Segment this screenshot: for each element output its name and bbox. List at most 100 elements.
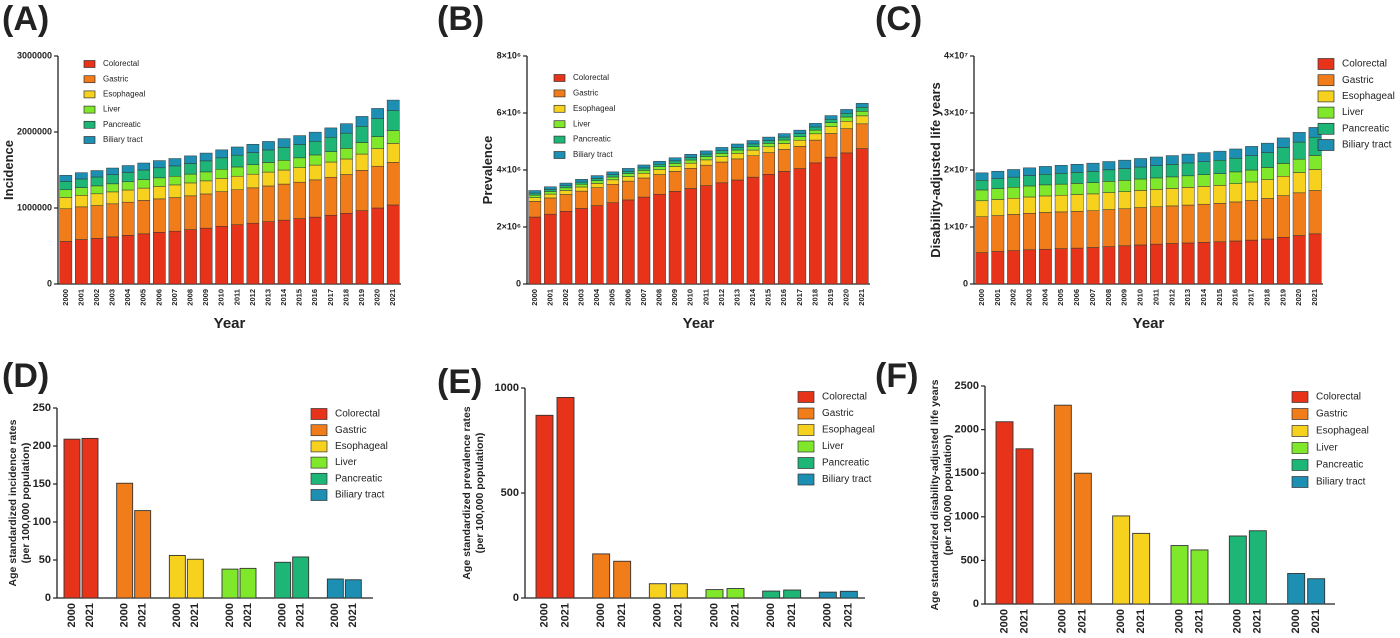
chart-f-bar: [1112, 515, 1131, 605]
chart-b-bar-segment: [544, 193, 557, 199]
chart-c-bar-segment: [975, 252, 989, 285]
chart-c-legend-label: Pancreatic: [1342, 123, 1389, 134]
chart-d-legend-label: Esophageal: [335, 441, 388, 452]
chart-a-bar-segment: [75, 206, 88, 240]
chart-a-x-tick-label: 2009: [201, 289, 210, 306]
chart-d-y-tick-label: 50: [39, 554, 51, 566]
chart-c-bar-segment: [1149, 243, 1163, 285]
chart-f-y-axis-title-line-2: (per 100,000 population): [942, 435, 954, 556]
chart-c-bar-segment: [1102, 181, 1116, 193]
chart-c-bar-segment: [1165, 188, 1179, 207]
chart-a-bar-segment: [246, 164, 260, 175]
chart-a-bar-segment: [199, 171, 213, 182]
chart-b-bar-segment: [559, 187, 573, 191]
chart-a-bar-segment: [215, 157, 229, 170]
chart-d-x-tick-label: 2021: [347, 603, 359, 627]
chart-b-bar-segment: [637, 167, 651, 171]
chart-b-bar-segment: [777, 171, 791, 285]
chart-b-bar-segment: [590, 178, 604, 181]
chart-d-legend-label: Pancreatic: [335, 473, 382, 484]
chart-c-y-axis-title: Disability-adjusted life years: [928, 82, 943, 258]
chart-b-bar-segment: [590, 175, 604, 179]
chart-c-legend-label: Esophageal: [1342, 91, 1395, 102]
chart-a-bar-segment: [340, 174, 353, 214]
chart-a-bar-segment: [355, 210, 369, 285]
chart-b-bar-segment: [777, 149, 791, 172]
chart-b-bar-segment: [590, 180, 604, 184]
chart-b-legend-label: Esophageal: [573, 104, 615, 113]
chart-c-bar-segment: [1165, 243, 1179, 285]
chart-b-bar-segment: [653, 163, 666, 167]
chart-a-bar-segment: [308, 179, 322, 218]
chart-c-bar-segment: [1261, 142, 1274, 153]
chart-b-bar-segment: [809, 139, 822, 164]
chart-a-bar-segment: [324, 136, 338, 152]
chart-c-bar-segment: [1007, 169, 1021, 178]
chart-b-bar-segment: [840, 121, 853, 129]
chart-b-bar-segment: [637, 170, 651, 174]
chart-a-bar-segment: [168, 175, 182, 186]
chart-e-x-tick-label: 2000: [708, 603, 720, 627]
chart-c-x-tick-label: 2012: [1167, 289, 1176, 306]
chart-a-bar-segment: [106, 236, 119, 285]
chart-a-bar-segment: [324, 214, 338, 285]
chart-c-bar-segment: [1038, 184, 1052, 197]
chart-f-legend-label: Pancreatic: [1316, 460, 1363, 471]
chart-e-x-tick-label: 2021: [729, 603, 741, 627]
chart-c-bar-segment: [1070, 183, 1084, 195]
chart-b-bar-segment: [544, 186, 557, 190]
chart-a-bar-segment: [137, 200, 151, 235]
chart-c-x-tick-label: 2006: [1072, 289, 1081, 306]
chart-c-x-tick-label: 2005: [1056, 289, 1065, 306]
chart-b-bar-segment: [559, 182, 573, 186]
chart-c-bar-segment: [1038, 195, 1052, 213]
chart-b-bar-segment: [809, 133, 822, 141]
chart-c-x-tick-label: 2008: [1104, 289, 1113, 306]
chart-b-y-tick-label: 0: [516, 278, 521, 288]
chart-a-bar-segment: [386, 110, 400, 131]
chart-c-bar-segment: [1213, 185, 1227, 204]
chart-c-bar-segment: [975, 180, 989, 191]
chart-b-bar-segment: [777, 133, 791, 138]
chart-f-x-tick-label: 2021: [1310, 609, 1322, 633]
chart-a-bar-segment: [230, 189, 244, 225]
chart-d-bar: [63, 438, 81, 599]
chart-a-bar-segment: [90, 205, 104, 239]
chart-d-y-tick-label: 150: [33, 478, 51, 490]
chart-b-x-tick-label: 2013: [732, 289, 741, 306]
chart-a-bar-segment: [168, 158, 182, 167]
chart-c-bar-segment: [1213, 150, 1227, 161]
chart-c-bar-segment: [1276, 195, 1290, 238]
chart-a-bar-segment: [246, 222, 260, 285]
chart-b-bar-segment: [559, 190, 573, 195]
chart-a-bar-segment: [168, 165, 182, 177]
chart-d-legend-swatch: [310, 424, 328, 437]
chart-b-bar-segment: [684, 188, 698, 285]
chart-c-bar-segment: [1181, 162, 1195, 177]
chart-a-bar-segment: [308, 216, 322, 285]
chart-c-bar-segment: [1261, 152, 1274, 168]
chart-b-x-tick-label: 2011: [701, 289, 710, 305]
chart-c-y-tick-label: 4×10⁷: [944, 50, 968, 60]
chart-a-bar-segment: [59, 241, 73, 285]
chart-a-bar-segment: [293, 157, 306, 168]
chart-a-bar-segment: [371, 207, 384, 285]
chart-a-bar-segment: [121, 172, 135, 183]
chart-b-bar-segment: [668, 160, 682, 164]
chart-c-bar-segment: [1229, 240, 1243, 285]
chart-d-bar: [81, 437, 99, 599]
chart-b-x-tick-label: 2000: [530, 289, 539, 306]
chart-e-bar: [818, 591, 837, 599]
chart-b-bar-segment: [622, 176, 635, 182]
chart-e-x-tick-label: 2021: [673, 603, 685, 627]
chart-a-bar-segment: [90, 185, 104, 195]
chart-c-bar-segment: [1118, 159, 1132, 169]
chart-b-bar-segment: [746, 143, 760, 147]
chart-e-bar: [556, 397, 575, 599]
chart-c-bar-segment: [1007, 176, 1021, 188]
chart-e-bar: [648, 583, 667, 599]
chart-c-x-tick-label: 2015: [1215, 289, 1224, 306]
chart-f-legend-label: Gastric: [1316, 409, 1348, 420]
chart-f-bar: [1287, 573, 1306, 605]
chart-c-bar-segment: [1038, 212, 1052, 250]
